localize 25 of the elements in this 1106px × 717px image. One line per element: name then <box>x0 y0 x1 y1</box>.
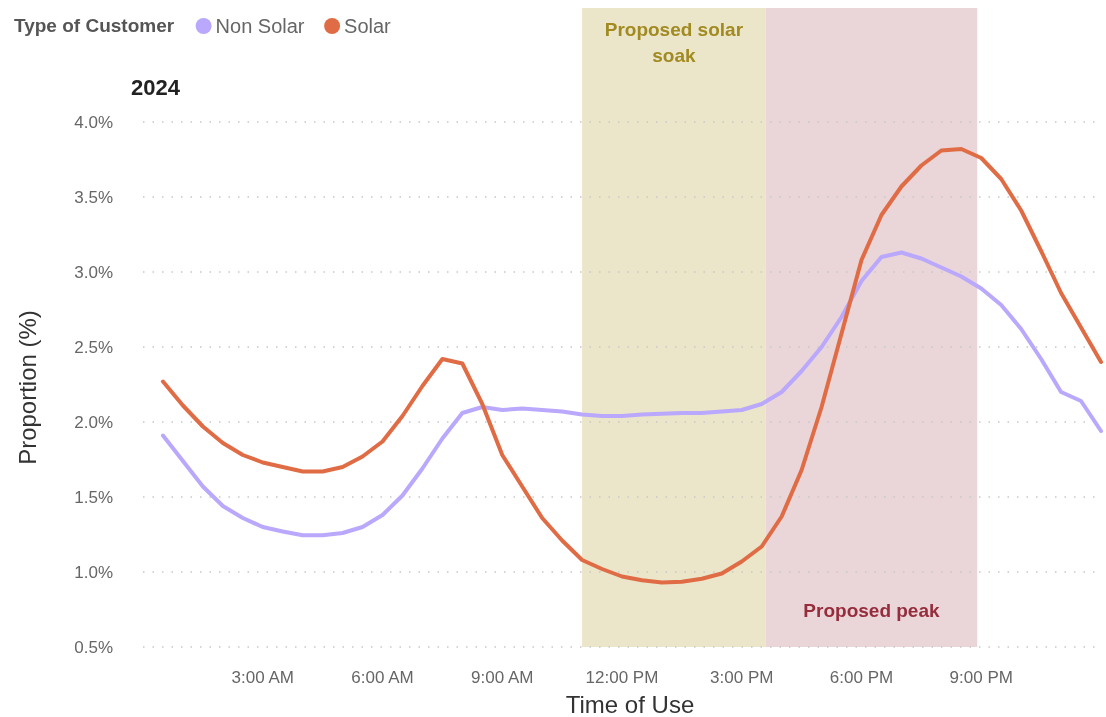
x-tick-label: 3:00 PM <box>710 668 774 687</box>
y-tick-label: 1.5% <box>74 488 113 507</box>
legend-label: Solar <box>344 15 392 37</box>
chart-title: 2024 <box>131 75 181 100</box>
y-tick-label: 2.5% <box>74 338 113 357</box>
band-label: Proposed solar soak <box>604 19 744 66</box>
y-tick-label: 1.0% <box>74 563 113 582</box>
x-tick-label: 3:00 AM <box>231 668 294 687</box>
y-tick-label: 3.5% <box>74 188 113 207</box>
y-tick-label: 2.0% <box>74 413 113 432</box>
x-tick-label: 9:00 PM <box>949 668 1013 687</box>
y-tick-label: 3.0% <box>74 263 113 282</box>
x-tick-label: 6:00 PM <box>829 668 894 687</box>
x-tick-label: 6:00 AM <box>351 668 414 687</box>
x-axis-title: Time of Use <box>565 691 695 717</box>
legend-label: Non Solar <box>215 15 305 37</box>
x-tick-label: 9:00 AM <box>471 668 534 687</box>
legend-title: Type of Customer <box>14 15 175 36</box>
y-tick-label: 4.0% <box>74 113 113 132</box>
y-axis-title: Proportion (%) <box>14 310 41 465</box>
x-tick-label: 12:00 PM <box>585 668 659 687</box>
line-series <box>160 147 1103 585</box>
line-series <box>160 250 1103 538</box>
y-tick-label: 0.5% <box>74 638 113 657</box>
band-label: Proposed peak <box>803 600 941 621</box>
